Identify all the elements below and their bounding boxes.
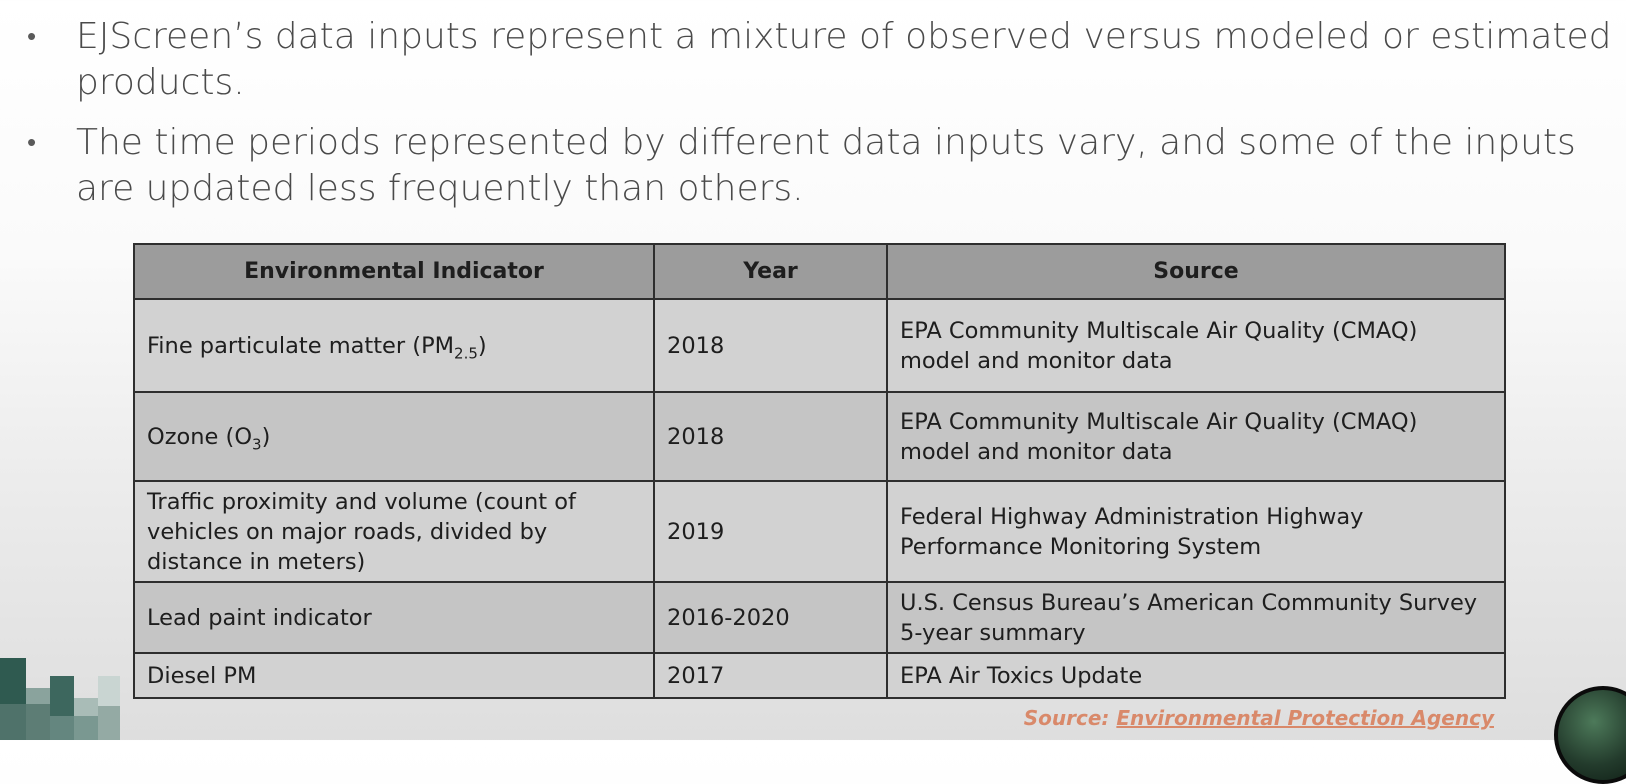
bullet-list: • EJScreen’s data inputs represent a mixt…: [22, 14, 1612, 226]
indicator-cell: Lead paint indicator: [133, 581, 655, 654]
header-indicator: Environmental Indicator: [133, 243, 655, 300]
bullet-dot: •: [27, 128, 37, 158]
year-cell: 2017: [653, 652, 888, 699]
header-source: Source: [886, 243, 1506, 300]
source-cell: U.S. Census Bureau’s American Community …: [886, 581, 1506, 654]
indicator-cell: Ozone (O3): [133, 391, 655, 482]
indicator-cell: Traffic proximity and volume (count of v…: [133, 480, 655, 583]
bullet-dot: •: [27, 22, 37, 52]
table-row: Diesel PM 2017 EPA Air Toxics Update: [133, 652, 1506, 699]
indicator-cell: Fine particulate matter (PM2.5): [133, 298, 655, 393]
bullet-text: EJScreen’s data inputs represent a mixtu…: [76, 16, 1612, 103]
bullet-item: • The time periods represented by differe…: [22, 120, 1612, 212]
year-cell: 2016-2020: [653, 581, 888, 654]
source-cell: EPA Air Toxics Update: [886, 652, 1506, 699]
indicator-cell: Diesel PM: [133, 652, 655, 699]
source-cell: EPA Community Multiscale Air Quality (CM…: [886, 298, 1506, 393]
source-attribution: Source: Environmental Protection Agency: [1024, 706, 1494, 730]
table-row: Lead paint indicator 2016-2020 U.S. Cens…: [133, 581, 1506, 654]
header-year: Year: [653, 243, 888, 300]
table-row: Fine particulate matter (PM2.5) 2018 EPA…: [133, 298, 1506, 393]
indicator-table: Environmental Indicator Year Source Fine…: [133, 243, 1506, 699]
bullet-item: • EJScreen’s data inputs represent a mixt…: [22, 14, 1612, 106]
source-cell: Federal Highway Administration Highway P…: [886, 480, 1506, 583]
year-cell: 2018: [653, 298, 888, 393]
source-cell: EPA Community Multiscale Air Quality (CM…: [886, 391, 1506, 482]
year-cell: 2018: [653, 391, 888, 482]
year-cell: 2019: [653, 480, 888, 583]
bullet-text: The time periods represented by differen…: [76, 122, 1576, 209]
table-row: Traffic proximity and volume (count of v…: [133, 480, 1506, 583]
decorative-squares-pattern: [0, 640, 124, 740]
source-link[interactable]: Environmental Protection Agency: [1116, 706, 1494, 730]
source-prefix: Source:: [1023, 706, 1117, 730]
table-header-row: Environmental Indicator Year Source: [133, 243, 1506, 300]
table-row: Ozone (O3) 2018 EPA Community Multiscale…: [133, 391, 1506, 482]
globe-logo-icon: [1554, 686, 1626, 784]
